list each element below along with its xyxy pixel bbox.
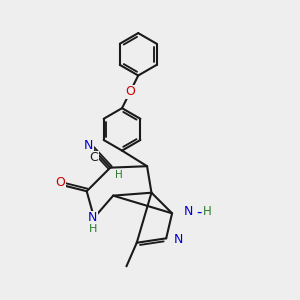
Text: N: N (184, 205, 193, 218)
Text: N: N (84, 139, 93, 152)
Text: -: - (196, 204, 202, 219)
Text: H: H (202, 205, 211, 218)
Text: O: O (125, 85, 135, 98)
Text: H: H (88, 224, 97, 234)
Text: C: C (89, 152, 98, 164)
Text: O: O (55, 176, 65, 189)
Text: N: N (173, 233, 183, 246)
Text: N: N (88, 211, 97, 224)
Text: H: H (115, 170, 122, 180)
